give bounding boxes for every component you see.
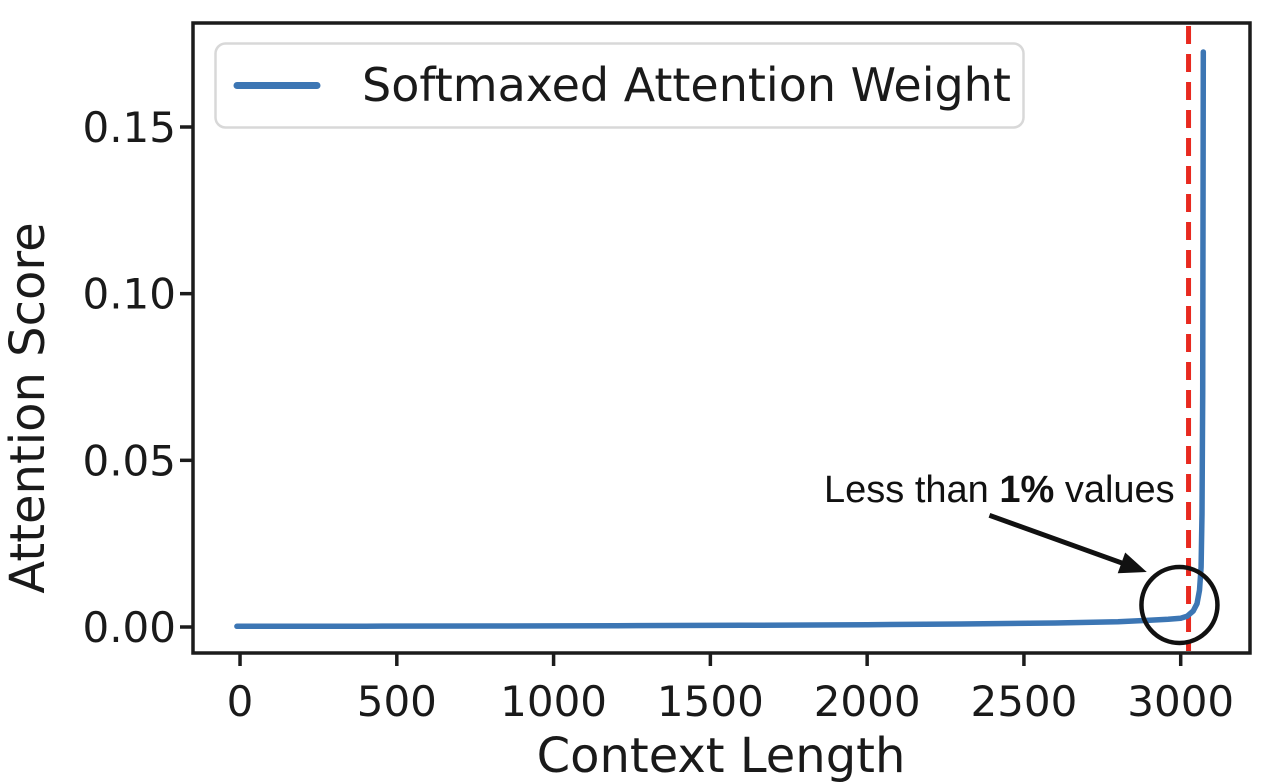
y-tick-label: 0.00 [82,603,176,652]
annotation-graphics [988,512,1220,646]
y-axis-label: Attention Score [0,222,56,593]
x-axis-label: Context Length [537,728,906,783]
y-tick-label: 0.05 [82,436,176,485]
x-tick-label: 500 [357,677,437,726]
x-tick-label: 0 [227,677,254,726]
legend: Softmaxed Attention Weight [214,42,1025,129]
x-tick-label: 2500 [970,677,1077,726]
y-tick-label: 0.15 [82,103,176,152]
x-tick-label: 1000 [500,677,607,726]
annotation-circle [1139,564,1220,646]
annotation-arrowhead [1117,552,1147,574]
annotation-text-suffix: values [1054,469,1174,511]
legend-label: Softmaxed Attention Weight [362,58,1011,112]
annotation-label: Less than 1% values [824,469,1175,511]
y-tick-label: 0.10 [82,270,176,319]
annotation-text-bold: 1% [999,469,1054,511]
attention-weight-curve [234,49,1207,630]
legend-box [214,42,1025,129]
annotation-text-prefix: Less than [824,469,999,511]
annotation-arrow-line [988,512,1127,567]
data-series [234,49,1207,630]
y-axis-ticks: 0.00 0.05 0.10 0.15 [82,103,193,652]
x-axis-ticks: 0 500 1000 1500 2000 2500 3000 [227,653,1234,726]
x-tick-label: 1500 [657,677,764,726]
plot-border [191,21,1252,655]
x-tick-label: 2000 [814,677,921,726]
x-tick-label: 3000 [1127,677,1234,726]
